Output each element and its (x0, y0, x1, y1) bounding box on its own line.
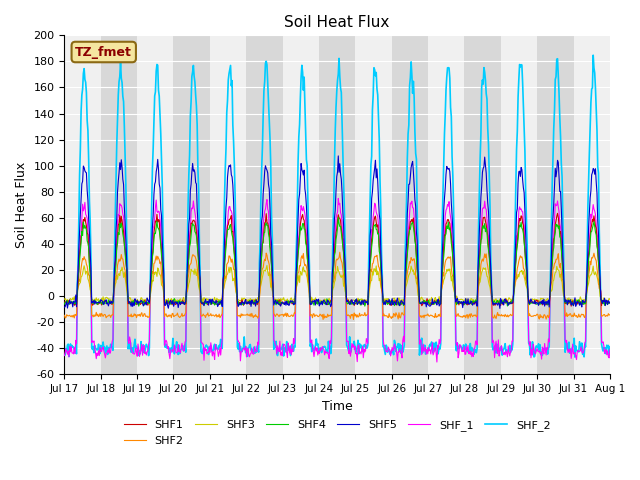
SHF_2 (182, 349, 189, 355)
SHF2 (606, 312, 614, 318)
SHF4 (606, 300, 614, 306)
SHF2 (336, 250, 344, 255)
X-axis label: Time: Time (322, 400, 353, 413)
Line: SHF2: SHF2 (65, 252, 610, 320)
SHF_1 (211, 357, 218, 362)
SHF_2 (571, 354, 579, 360)
SHF_1 (606, 347, 614, 352)
SHF3 (263, 263, 271, 268)
SHF_2 (589, 52, 597, 58)
SHF5 (70, 300, 78, 305)
SHF3 (420, 300, 428, 305)
SHF2 (349, 317, 357, 323)
Bar (500, 36, 537, 374)
Bar (246, 36, 283, 374)
SHF5 (182, 299, 189, 304)
SHF_2 (127, 340, 134, 346)
Line: SHF1: SHF1 (65, 213, 610, 306)
Line: SHF_1: SHF_1 (65, 198, 610, 362)
SHF4 (182, 299, 189, 305)
SHF_2 (419, 343, 427, 348)
SHF4 (335, 215, 342, 220)
SHF2 (182, 310, 189, 315)
SHF2 (211, 313, 218, 319)
Bar (65, 36, 100, 374)
SHF5 (335, 153, 342, 159)
SHF5 (61, 304, 68, 310)
Line: SHF4: SHF4 (65, 217, 610, 306)
SHF_2 (606, 344, 614, 350)
Line: SHF5: SHF5 (65, 156, 610, 309)
SHF1 (182, 301, 189, 307)
SHF3 (211, 295, 218, 300)
Title: Soil Heat Flux: Soil Heat Flux (284, 15, 390, 30)
SHF1 (61, 299, 68, 305)
SHF1 (419, 298, 427, 304)
SHF1 (567, 303, 575, 309)
SHF_2 (403, 155, 411, 161)
SHF_1 (70, 345, 78, 350)
SHF_1 (404, 228, 412, 233)
SHF5 (606, 300, 614, 306)
SHF4 (211, 302, 218, 308)
SHF3 (606, 297, 614, 302)
Bar (573, 36, 610, 374)
SHF4 (70, 300, 78, 305)
SHF_2 (70, 347, 78, 352)
SHF_1 (335, 195, 342, 201)
SHF_1 (420, 348, 428, 354)
SHF2 (405, 264, 413, 269)
SHF5 (420, 301, 428, 307)
SHF4 (421, 299, 429, 304)
Bar (319, 36, 355, 374)
Bar (210, 36, 246, 374)
Bar (428, 36, 465, 374)
SHF_1 (433, 359, 441, 365)
SHF3 (70, 294, 78, 300)
Line: SHF_2: SHF_2 (65, 55, 610, 357)
SHF1 (127, 300, 134, 305)
Bar (392, 36, 428, 374)
SHF4 (127, 301, 134, 307)
SHF_1 (61, 353, 68, 359)
SHF3 (182, 298, 189, 303)
SHF1 (606, 300, 614, 306)
SHF5 (404, 198, 412, 204)
SHF_1 (182, 338, 189, 344)
SHF_1 (127, 338, 134, 344)
SHF2 (61, 312, 68, 318)
SHF3 (404, 275, 412, 281)
SHF2 (127, 313, 134, 319)
SHF1 (403, 250, 411, 256)
SHF5 (211, 300, 218, 305)
Bar (355, 36, 392, 374)
SHF3 (504, 301, 511, 307)
SHF1 (70, 302, 78, 308)
SHF3 (61, 296, 68, 302)
Bar (100, 36, 137, 374)
Line: SHF3: SHF3 (65, 265, 610, 304)
SHF_2 (211, 341, 218, 347)
Bar (465, 36, 500, 374)
Legend: SHF1, SHF2, SHF3, SHF4, SHF5, SHF_1, SHF_2: SHF1, SHF2, SHF3, SHF4, SHF5, SHF_1, SHF… (119, 416, 555, 450)
Y-axis label: Soil Heat Flux: Soil Heat Flux (15, 162, 28, 248)
SHF5 (127, 301, 134, 307)
Bar (137, 36, 173, 374)
Bar (537, 36, 573, 374)
SHF2 (70, 315, 78, 321)
SHF4 (405, 233, 413, 239)
Text: TZ_fmet: TZ_fmet (76, 46, 132, 59)
SHF3 (127, 295, 134, 301)
SHF1 (211, 300, 218, 305)
SHF2 (421, 312, 429, 318)
SHF_2 (61, 344, 68, 349)
Bar (610, 36, 640, 374)
SHF4 (361, 303, 369, 309)
SHF1 (554, 210, 561, 216)
SHF5 (496, 306, 504, 312)
SHF4 (61, 301, 68, 307)
Bar (173, 36, 210, 374)
Bar (283, 36, 319, 374)
